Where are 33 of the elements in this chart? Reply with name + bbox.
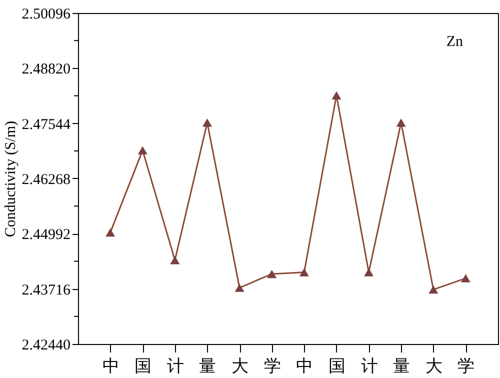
y-tick-label: 2.47544 bbox=[22, 116, 71, 133]
x-tick-label: 量 bbox=[393, 356, 410, 376]
y-tick-label: 2.48820 bbox=[22, 62, 70, 78]
point bbox=[460, 274, 470, 282]
x-tick-label: 学 bbox=[458, 356, 475, 376]
point bbox=[396, 118, 406, 127]
x-tick-label: 量 bbox=[199, 356, 216, 376]
point bbox=[428, 285, 438, 294]
x-tick-label: 大 bbox=[425, 356, 442, 376]
y-tick-label: 2.43716 bbox=[22, 282, 71, 298]
point bbox=[202, 118, 212, 127]
y-axis-title: Conductivity (S/m) bbox=[2, 120, 19, 238]
x-tick-label: 中 bbox=[102, 356, 120, 376]
point bbox=[267, 270, 277, 278]
x-tick-label: 中 bbox=[296, 356, 314, 376]
x-tick-label: 计 bbox=[166, 356, 184, 376]
point bbox=[170, 256, 180, 264]
y-tick-label: 2.50096 bbox=[22, 6, 71, 22]
x-tick-label: 学 bbox=[264, 356, 281, 376]
y-tick-label: 2.42440 bbox=[22, 338, 70, 354]
point bbox=[106, 228, 116, 237]
point bbox=[332, 91, 342, 100]
point bbox=[138, 146, 148, 154]
x-tick-label: 计 bbox=[360, 356, 378, 376]
annotation: Zn bbox=[446, 34, 464, 50]
x-tick-label: 国 bbox=[328, 356, 346, 376]
point bbox=[299, 268, 309, 276]
point bbox=[234, 284, 244, 292]
y-tick-label: 2.44992 bbox=[22, 227, 70, 244]
x-tick-label: 国 bbox=[134, 356, 152, 376]
x-tick-label: 大 bbox=[232, 356, 249, 376]
y-tick-label: 2.46268 bbox=[22, 172, 70, 188]
point bbox=[364, 268, 374, 276]
